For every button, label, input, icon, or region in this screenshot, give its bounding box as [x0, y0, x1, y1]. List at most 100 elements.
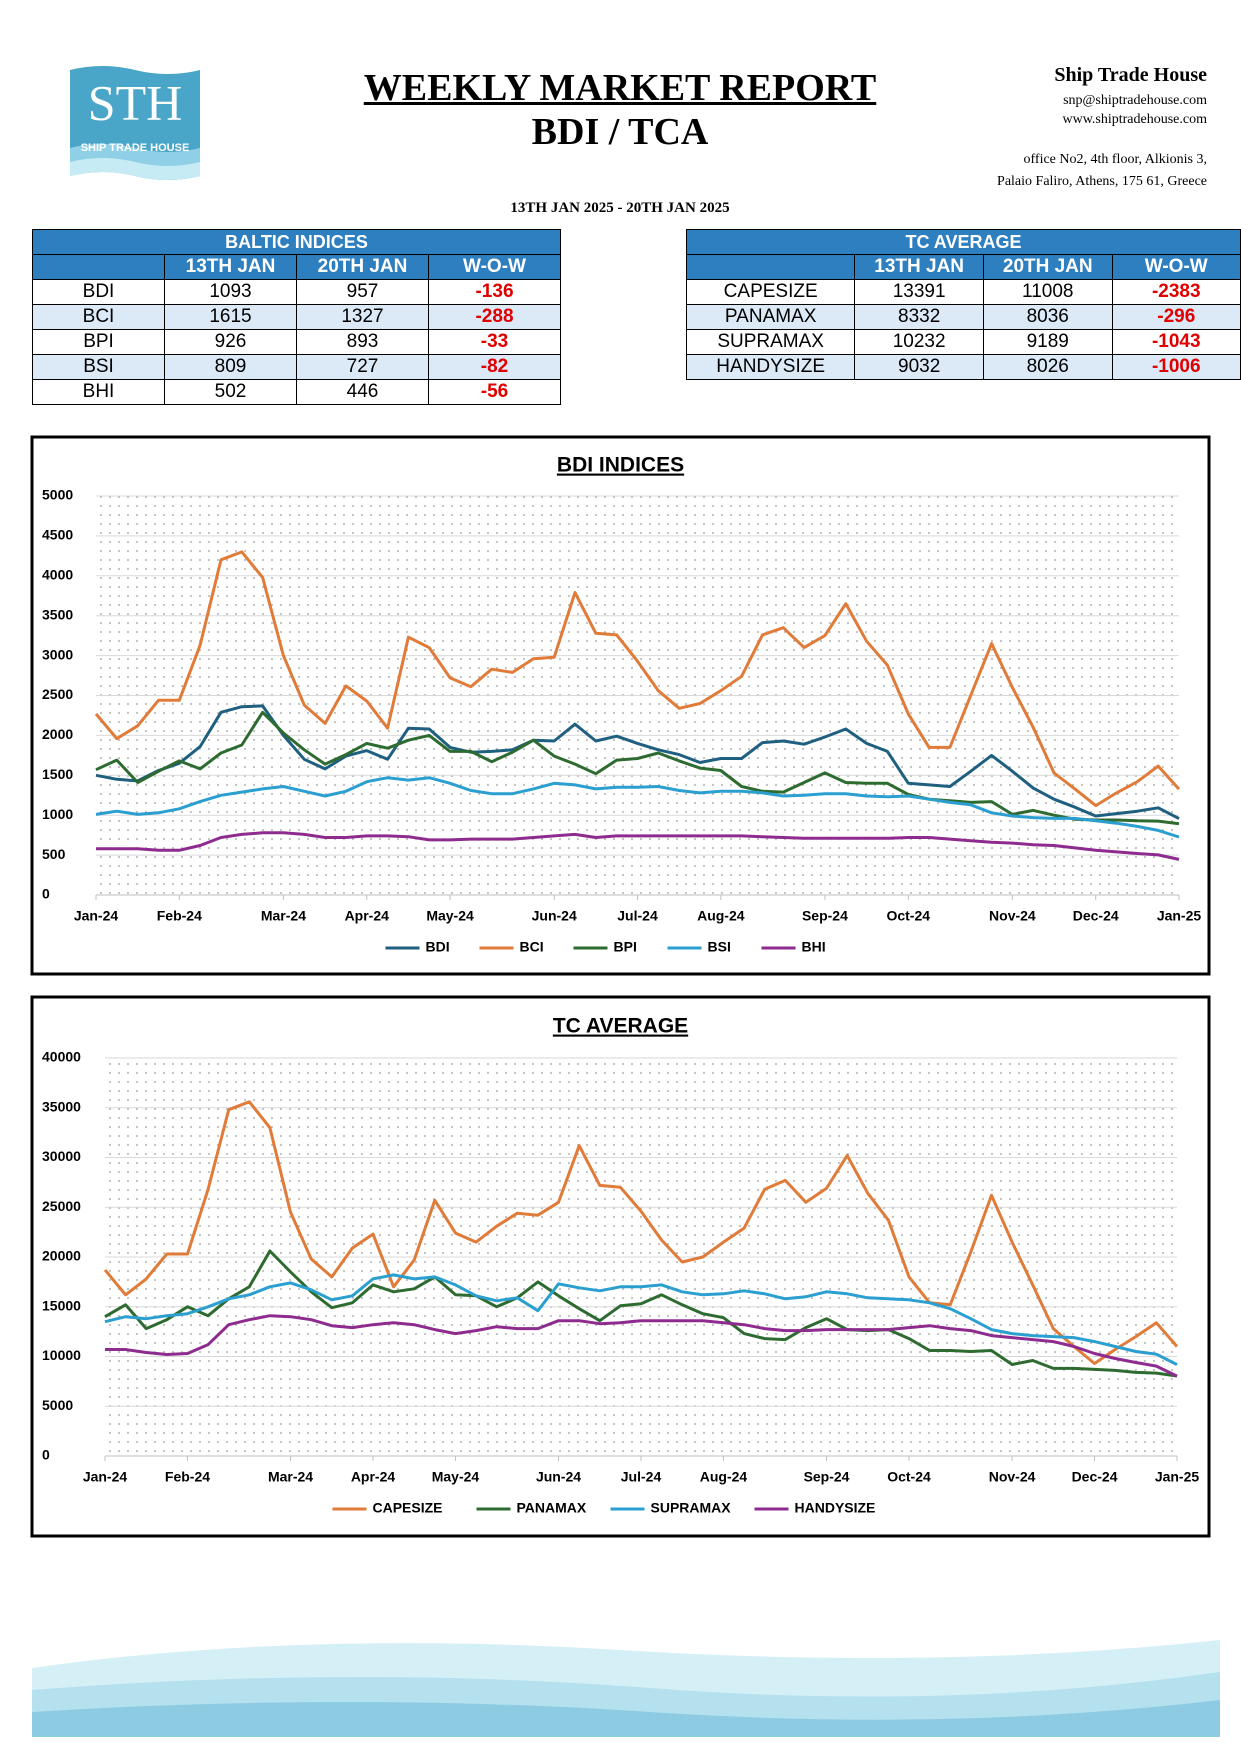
- legend-label: SUPRAMAX: [651, 1500, 732, 1516]
- legend-label: CAPESIZE: [373, 1500, 443, 1516]
- header-cell: 20TH JAN: [982, 254, 1113, 280]
- series-line: [105, 1314, 1178, 1378]
- cell: -82: [428, 354, 561, 380]
- x-tick-label: Nov-24: [989, 1469, 1036, 1485]
- y-tick-label: 0: [42, 1447, 50, 1463]
- legend-label: BCI: [520, 939, 544, 955]
- y-tick-label: 3000: [42, 646, 73, 662]
- cell: -2383: [1111, 279, 1241, 305]
- website: www.shiptradehouse.com: [1062, 112, 1207, 127]
- x-tick-label: Aug-24: [697, 908, 745, 924]
- cell: 727: [296, 354, 429, 380]
- cell: 8332: [854, 304, 984, 330]
- chart: BDI INDICES 0 500 1000 1500 2000 2500 3000 3500 4…: [30, 435, 1211, 976]
- table-row: BHI 502 446 -56: [32, 379, 561, 405]
- series-line: [95, 776, 1180, 839]
- x-tick-label: Aug-24: [700, 1469, 748, 1485]
- y-tick-label: 1000: [42, 806, 73, 822]
- cell: 957: [296, 279, 429, 305]
- table-title: BALTIC INDICES: [32, 229, 561, 255]
- legend-label: PANAMAX: [517, 1500, 587, 1516]
- y-tick-label: 1500: [42, 766, 73, 782]
- series-line: [95, 710, 1180, 826]
- index-table: BALTIC INDICES 13TH JAN 20TH JAN W-O-W BDI 10…: [32, 229, 561, 405]
- y-tick-label: 15000: [42, 1297, 81, 1313]
- x-tick-label: Jun-24: [532, 908, 577, 924]
- x-tick-label: Sep-24: [802, 908, 848, 924]
- cell: 446: [296, 379, 429, 405]
- cell: -296: [1111, 304, 1241, 330]
- x-tick-label: Mar-24: [261, 908, 306, 924]
- header-cell: W-O-W: [1111, 254, 1241, 280]
- x-tick-label: Jul-24: [617, 908, 658, 924]
- series-line: [103, 1100, 1179, 1365]
- header-cell: 20TH JAN: [296, 254, 429, 280]
- y-tick-label: 40000: [42, 1049, 81, 1065]
- y-tick-label: 10000: [42, 1347, 81, 1363]
- row-label: HANDYSIZE: [685, 354, 856, 380]
- series-line: [94, 550, 1181, 808]
- cell: -288: [428, 304, 561, 330]
- y-tick-label: 5000: [42, 1397, 73, 1413]
- chart-title: TC AVERAGE: [553, 1015, 688, 1038]
- y-tick-label: 3500: [42, 606, 73, 622]
- y-tick-label: 30000: [42, 1148, 81, 1164]
- x-tick-label: Jan-25: [1155, 1469, 1200, 1485]
- x-tick-label: Oct-24: [886, 908, 930, 924]
- y-tick-label: 4000: [42, 567, 73, 583]
- table-row: SUPRAMAX 10232 9189 -1043: [685, 329, 1241, 355]
- cell: 10232: [854, 329, 984, 355]
- x-tick-label: Jul-24: [621, 1469, 662, 1485]
- cell: 1615: [164, 304, 297, 330]
- y-tick-label: 20000: [42, 1248, 81, 1264]
- x-tick-label: Dec-24: [1073, 908, 1119, 924]
- cell: -1043: [1111, 329, 1241, 355]
- chart-title: BDI INDICES: [557, 454, 684, 477]
- cell: 502: [164, 379, 297, 405]
- header-cell: [32, 254, 165, 280]
- legend-label: BPI: [614, 939, 637, 955]
- header-cell: [685, 254, 856, 280]
- cell: 8026: [982, 354, 1113, 380]
- x-tick-label: Apr-24: [351, 1469, 396, 1485]
- x-tick-label: Oct-24: [887, 1469, 931, 1485]
- cell: 1093: [164, 279, 297, 305]
- logo: STH SHIP TRADE HOUSE: [70, 66, 200, 180]
- row-label: BDI: [32, 279, 165, 305]
- x-tick-label: Feb-24: [157, 908, 202, 924]
- table-row: CAPESIZE 13391 11008 -2383: [685, 279, 1241, 305]
- y-tick-label: 0: [42, 886, 50, 902]
- x-tick-label: Sep-24: [804, 1469, 850, 1485]
- cell: -33: [428, 329, 561, 355]
- cell: 893: [296, 329, 429, 355]
- legend-label: BHI: [802, 939, 826, 955]
- report-subtitle: BDI / TCA: [531, 111, 709, 153]
- x-tick-label: Apr-24: [345, 908, 390, 924]
- row-label: BHI: [32, 379, 165, 405]
- table-row: BDI 1093 957 -136: [32, 279, 561, 305]
- table-header-row: 13TH JAN 20TH JAN W-O-W: [32, 254, 561, 280]
- x-tick-label: Dec-24: [1072, 1469, 1118, 1485]
- cell: -136: [428, 279, 561, 305]
- cell: 13391: [854, 279, 984, 305]
- report-title: WEEKLY MARKET REPORT: [363, 67, 877, 109]
- cell: 809: [164, 354, 297, 380]
- x-tick-label: May-24: [426, 908, 474, 924]
- chart: TC AVERAGE 0 5000 10000 15000 20000 25000 30000…: [30, 995, 1211, 1538]
- table-title-row: TC AVERAGE: [686, 229, 1241, 255]
- header-cell: W-O-W: [428, 254, 561, 280]
- x-tick-label: Jan-24: [74, 908, 119, 924]
- cell: 926: [164, 329, 297, 355]
- series-line: [104, 1249, 1178, 1378]
- cell: -56: [428, 379, 561, 405]
- table-header-row: 13TH JAN 20TH JAN W-O-W: [685, 254, 1241, 280]
- footer-waves: [32, 1640, 1220, 1737]
- x-tick-label: Nov-24: [989, 908, 1036, 924]
- legend-label: BDI: [426, 939, 450, 955]
- x-tick-label: May-24: [432, 1469, 480, 1485]
- table-row: BSI 809 727 -82: [32, 354, 561, 380]
- x-tick-label: Feb-24: [165, 1469, 210, 1485]
- table-title-row: BALTIC INDICES: [32, 229, 561, 255]
